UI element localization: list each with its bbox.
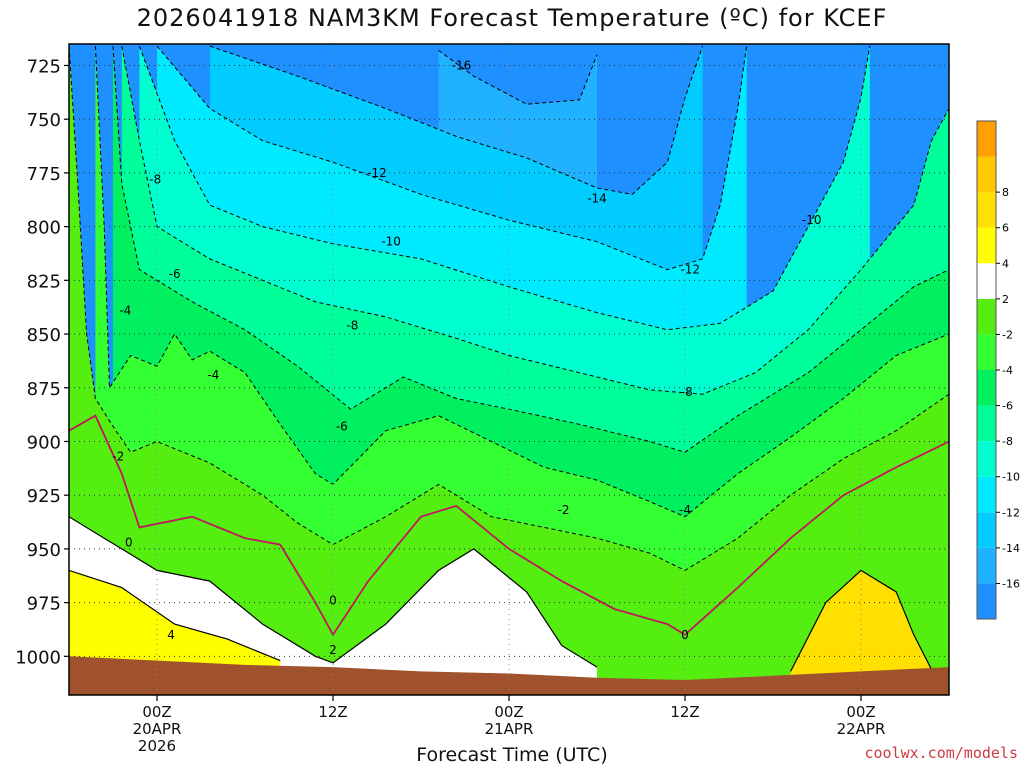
contour-label: -16 (452, 58, 472, 72)
contour-label: -4 (679, 503, 691, 517)
contour-label: 0 (329, 593, 337, 607)
y-tick-label: 775 (27, 164, 61, 185)
contour-label: -2 (558, 503, 570, 517)
contour-line--12 (156, 45, 748, 271)
contour-line--8 (121, 46, 949, 395)
contour-line--4 (94, 46, 949, 518)
colorbar-label: -2 (1002, 328, 1013, 341)
contour-label: 0 (681, 628, 689, 642)
colorbar-label: 4 (1002, 257, 1009, 270)
contour-label: -8 (681, 385, 693, 399)
colorbar-segment (977, 547, 996, 584)
x-tick-label: 12Z (318, 703, 347, 721)
x-tick-label: 00Z (846, 703, 875, 721)
x-axis-label: Forecast Time (UTC) (416, 744, 608, 766)
x-tick-label: 00Z (142, 703, 171, 721)
colorbar-segment (977, 227, 996, 264)
colorbar-label: -4 (1002, 364, 1013, 377)
colorbar-segment (977, 370, 996, 406)
x-tick-label: 2026 (138, 737, 176, 755)
y-tick-label: 725 (27, 56, 61, 77)
credit-text: coolwx.com/models (864, 744, 1018, 762)
contour-line-2 (69, 516, 598, 668)
contour-line-0 (69, 414, 949, 637)
band-above-6 (790, 570, 932, 695)
contour-label: -2 (112, 450, 124, 464)
y-tick-label: 925 (27, 486, 61, 507)
y-tick-label: 950 (27, 540, 61, 561)
y-tick-label: 975 (27, 594, 61, 615)
colorbar-segment (977, 583, 996, 619)
colorbar-segment (977, 334, 996, 370)
contour-line--2 (69, 46, 949, 571)
contour-line--10 (138, 45, 871, 331)
contour-label: 4 (167, 628, 175, 642)
y-tick-label: 900 (27, 432, 61, 453)
colorbar-segment (977, 192, 996, 228)
contour-line--16 (438, 49, 598, 105)
colorbar-segment (977, 441, 996, 477)
y-tick-label: 1000 (15, 647, 61, 668)
contour-label: -10 (802, 213, 822, 227)
x-tick-label: 20APR (133, 720, 182, 738)
colorbar-label: 2 (1002, 293, 1009, 306)
colorbar-segment (977, 298, 996, 335)
colorbar-label: -16 (1002, 577, 1020, 590)
x-tick-label: 22APR (837, 720, 886, 738)
colorbar-label: -8 (1002, 435, 1013, 448)
plot-area: -16 -14 -12 -12 -10 -10 -8 -8 -8 -6 -6 -4 -4 -4 -2 -2 0 0… (69, 44, 949, 695)
colorbar-segment (977, 156, 996, 193)
contour-line-6 (790, 569, 932, 672)
x-tick-label: 12Z (670, 703, 699, 721)
y-tick-label: 750 (27, 110, 61, 131)
contour-label: -12 (680, 263, 700, 277)
contour-label: -10 (381, 235, 401, 249)
colorbar-label: -6 (1002, 400, 1013, 413)
x-tick-label: 21APR (485, 720, 534, 738)
colorbar-segment (977, 512, 996, 548)
colorbar-label: -10 (1002, 471, 1020, 484)
y-tick-label: 825 (27, 271, 61, 292)
ground-surface (69, 656, 949, 695)
contour-label: -4 (119, 303, 131, 317)
contour-label: 2 (329, 643, 337, 657)
contour-label: -6 (169, 267, 181, 281)
contour-line-4 (69, 569, 281, 662)
contour-line--14 (209, 45, 704, 195)
y-tick-label: 875 (27, 379, 61, 400)
colorbar-segment (977, 476, 996, 513)
colorbar-segment (977, 121, 996, 157)
contour-label: -4 (207, 368, 219, 382)
colorbar-label: 8 (1002, 186, 1009, 199)
colorbar-label: 6 (1002, 222, 1009, 235)
contour-label: -12 (367, 166, 387, 180)
contour-label: -8 (346, 318, 358, 332)
contour-label: 0 (125, 535, 133, 549)
x-tick-label: 00Z (494, 703, 523, 721)
band-above--2 (69, 46, 949, 695)
colorbar-segment (977, 263, 996, 299)
colorbar-segment (977, 405, 996, 442)
contour-line--6 (112, 46, 949, 453)
chart-title: 2026041918 NAM3KM Forecast Temperature (… (136, 4, 888, 32)
y-tick-label: 850 (27, 325, 61, 346)
contour-label: -6 (336, 419, 348, 433)
band-above-0 (69, 415, 949, 695)
contour-label: -8 (149, 172, 161, 186)
colorbar-label: -14 (1002, 542, 1020, 555)
contour-label: -14 (587, 192, 607, 206)
colorbar-label: -12 (1002, 506, 1020, 519)
y-tick-label: 800 (27, 218, 61, 239)
